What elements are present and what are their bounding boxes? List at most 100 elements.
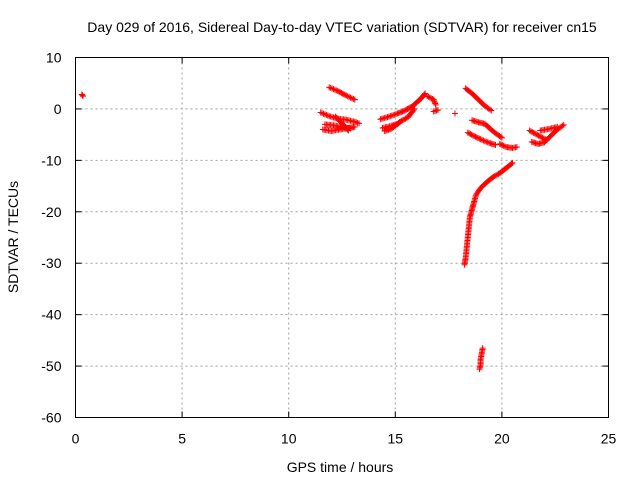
- data-point: [356, 120, 363, 127]
- data-point: [431, 99, 438, 106]
- data-point: [390, 112, 397, 119]
- data-point: [387, 113, 394, 120]
- data-point: [353, 119, 360, 126]
- data-point: [533, 131, 540, 138]
- y-tick-label: 10: [46, 50, 62, 66]
- data-point: [529, 128, 536, 135]
- data-point: [484, 139, 491, 146]
- data-point: [411, 105, 418, 112]
- grid: [75, 57, 609, 418]
- data-point: [391, 111, 398, 118]
- data-point: [327, 84, 334, 91]
- data-point: [393, 111, 400, 118]
- data-point: [469, 132, 476, 139]
- data-point: [331, 86, 338, 93]
- data-point: [432, 101, 439, 108]
- data-point: [488, 107, 495, 114]
- x-tick-label: 15: [388, 431, 404, 447]
- data-point: [559, 122, 566, 129]
- data-point: [344, 126, 351, 133]
- data-point: [471, 133, 478, 140]
- x-axis-label: GPS time / hours: [287, 459, 394, 475]
- y-tick-label: 0: [54, 101, 62, 117]
- data-point: [499, 142, 506, 149]
- data-point: [492, 172, 499, 179]
- data-point: [430, 96, 437, 103]
- data-points: [78, 84, 567, 373]
- data-point: [399, 117, 406, 124]
- plot-frame: [75, 57, 609, 418]
- data-point: [513, 143, 520, 150]
- data-point: [398, 109, 405, 116]
- data-point: [560, 121, 567, 128]
- data-point: [536, 133, 543, 140]
- data-point: [554, 123, 561, 130]
- data-point: [479, 136, 486, 143]
- data-point: [324, 112, 331, 119]
- y-tick-label: -30: [41, 255, 61, 271]
- data-point: [346, 93, 353, 100]
- data-point: [348, 95, 355, 102]
- data-point: [495, 170, 502, 177]
- data-point: [395, 110, 402, 117]
- data-point: [481, 138, 488, 145]
- data-point: [473, 134, 480, 141]
- data-point: [477, 136, 484, 143]
- x-tick-label: 25: [601, 431, 617, 447]
- data-point: [426, 94, 433, 101]
- data-point: [530, 129, 537, 136]
- data-point: [527, 128, 534, 135]
- y-tick-label: -40: [41, 307, 61, 323]
- x-tick-label: 0: [72, 431, 80, 447]
- data-point: [333, 87, 340, 94]
- data-point: [345, 127, 352, 134]
- data-point: [483, 138, 490, 145]
- data-point: [428, 95, 435, 102]
- data-point: [385, 113, 392, 120]
- data-point: [498, 141, 505, 148]
- data-point: [494, 171, 501, 178]
- data-point: [492, 141, 499, 148]
- data-point: [430, 108, 437, 115]
- data-point: [350, 95, 357, 102]
- y-tick-label: -10: [41, 152, 61, 168]
- data-point: [451, 110, 458, 117]
- x-tick-label: 20: [494, 431, 510, 447]
- y-tick-label: -50: [41, 358, 61, 374]
- y-tick-labels: 10 0 -10 -20 -30 -40 -50 -60: [41, 50, 61, 426]
- data-point: [486, 106, 493, 113]
- data-point: [317, 109, 324, 116]
- data-point: [396, 109, 403, 116]
- data-point: [434, 106, 441, 113]
- data-point: [320, 110, 327, 117]
- data-point: [343, 92, 350, 99]
- data-point: [501, 143, 508, 150]
- data-point: [467, 131, 474, 138]
- data-point: [79, 92, 86, 99]
- data-point: [476, 366, 483, 373]
- data-point: [351, 96, 358, 103]
- data-point: [475, 135, 482, 142]
- data-point: [526, 127, 533, 134]
- data-point: [472, 133, 479, 140]
- y-axis-label: SDTVAR / TECUs: [5, 181, 21, 293]
- x-tick-label: 10: [281, 431, 297, 447]
- data-point: [319, 110, 326, 117]
- data-point: [329, 85, 336, 92]
- data-point: [323, 111, 330, 118]
- data-point: [480, 137, 487, 144]
- data-point: [354, 119, 361, 126]
- data-point: [474, 190, 481, 197]
- data-point: [395, 120, 402, 127]
- data-point: [342, 91, 349, 98]
- data-point: [464, 129, 471, 136]
- data-point: [496, 140, 503, 147]
- data-point: [401, 116, 408, 123]
- data-point: [78, 91, 85, 98]
- data-point: [535, 132, 542, 139]
- data-point: [396, 119, 403, 126]
- data-point: [351, 118, 358, 125]
- chart-title: Day 029 of 2016, Sidereal Day-to-day VTE…: [87, 19, 597, 35]
- data-point: [402, 115, 409, 122]
